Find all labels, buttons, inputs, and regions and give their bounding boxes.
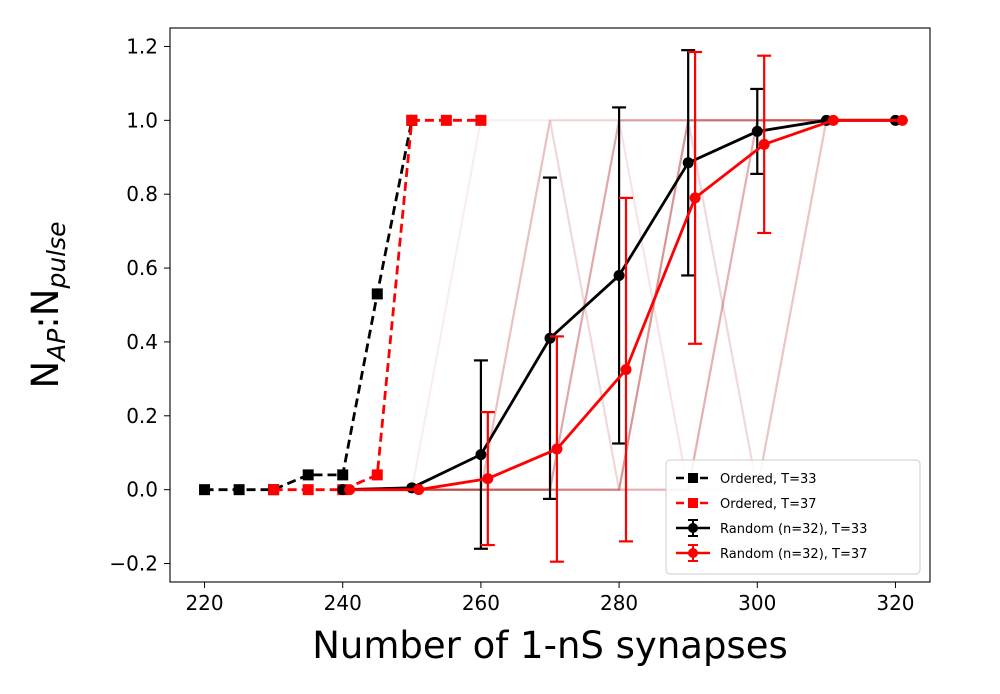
data-point: [440, 114, 452, 126]
x-tick-label: 220: [185, 591, 223, 615]
x-tick-label: 300: [738, 591, 776, 615]
data-point: [475, 114, 487, 126]
data-point: [302, 484, 314, 496]
x-tick-label: 260: [462, 591, 500, 615]
y-tick-label: 1.0: [126, 108, 158, 132]
series-2: [337, 49, 901, 550]
data-point: [551, 443, 563, 455]
data-point: [682, 157, 694, 169]
x-tick-label: 240: [324, 591, 362, 615]
legend: Ordered, T=33 Ordered, T=37 Random (n=32),…: [665, 459, 921, 575]
y-tick-label: −0.2: [109, 552, 158, 576]
x-axis-ticks: 220 240 260 280 300 320: [185, 582, 915, 615]
data-point: [827, 114, 839, 126]
data-point: [344, 484, 356, 496]
y-tick-label: 0.8: [126, 182, 158, 206]
data-point: [337, 469, 349, 481]
y-tick-label: 0.2: [126, 404, 158, 428]
plot-frame: [169, 27, 931, 583]
data-point: [482, 473, 494, 485]
y-axis-label-sep: :: [24, 316, 67, 328]
y-axis-label-sub2: pulse: [42, 221, 71, 289]
data-point: [302, 469, 314, 481]
legend-label: Random (n=32), T=33: [720, 522, 867, 537]
legend-marker: [688, 498, 698, 508]
data-point: [475, 449, 487, 461]
series-3: [344, 50, 908, 563]
series-0: [199, 114, 418, 496]
data-point: [268, 484, 280, 496]
data-point: [758, 138, 770, 150]
data-point: [896, 114, 908, 126]
data-point: [371, 469, 383, 481]
y-axis-label-n2: N: [24, 289, 67, 317]
legend-label: Ordered, T=33: [720, 472, 817, 487]
series-line: [273, 118, 481, 492]
x-tick-label: 320: [876, 591, 914, 615]
data-point: [689, 192, 701, 204]
y-axis-label: NAP:Npulse: [24, 221, 71, 388]
legend-label: Ordered, T=37: [720, 497, 817, 512]
data-point: [613, 269, 625, 281]
series-1: [268, 114, 487, 496]
legend-marker: [688, 473, 698, 483]
legend-label: Random (n=32), T=37: [720, 547, 867, 562]
y-axis-label-sub1: AP: [42, 328, 71, 363]
data-point: [371, 288, 383, 300]
x-axis-label: Number of 1-nS synapses: [312, 624, 788, 667]
data-point: [544, 332, 556, 344]
data-point: [751, 125, 763, 137]
y-tick-label: 0.0: [126, 478, 158, 502]
series-layer: [199, 49, 908, 563]
y-axis-ticks: −0.2 0.0 0.2 0.4 0.6 0.8 1.0 1.2: [109, 34, 170, 576]
data-point: [233, 484, 245, 496]
y-axis-label-n1: N: [24, 361, 67, 389]
legend-marker: [688, 548, 698, 558]
data-point: [620, 364, 632, 376]
y-tick-label: 1.2: [126, 34, 158, 58]
y-tick-label: 0.6: [126, 256, 158, 280]
data-point: [413, 484, 425, 496]
legend-marker: [688, 523, 698, 533]
y-tick-label: 0.4: [126, 330, 158, 354]
x-tick-label: 280: [600, 591, 638, 615]
legend-box: [665, 459, 921, 575]
data-point: [199, 484, 211, 496]
data-point: [406, 114, 418, 126]
